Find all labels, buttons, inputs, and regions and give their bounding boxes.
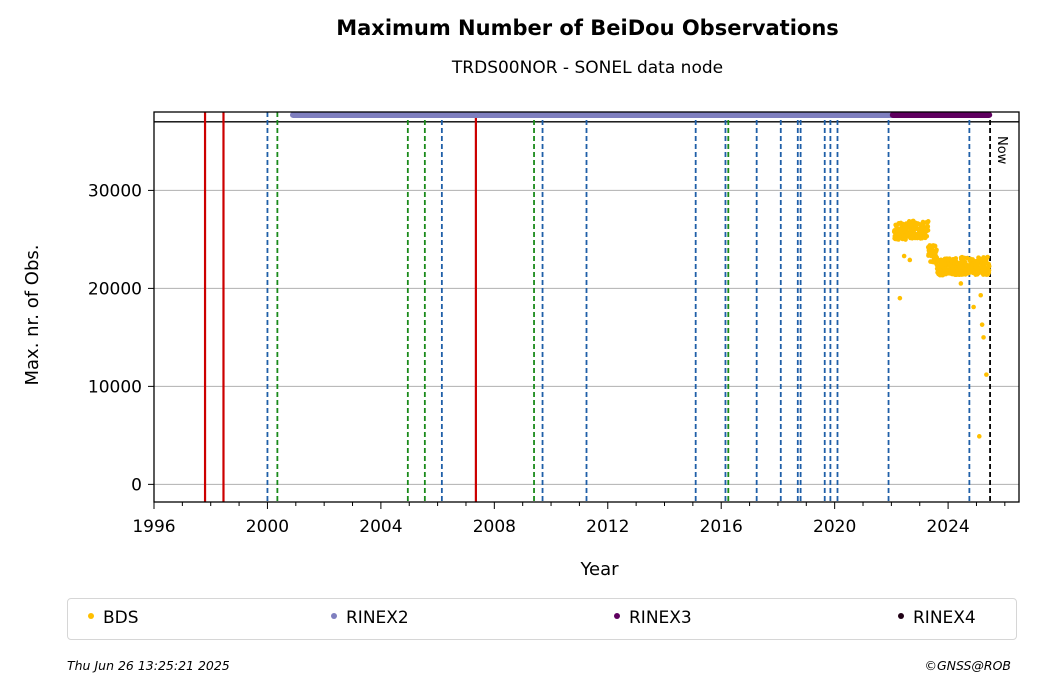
bds-point-473 xyxy=(986,264,992,269)
axes-frame xyxy=(153,111,1020,503)
legend: BDS RINEX2 RINEX3 RINEX4 xyxy=(67,598,1017,640)
legend-marker-rinex4 xyxy=(898,613,904,619)
timestamp: Thu Jun 26 13:25:21 2025 xyxy=(67,658,230,673)
y-tick-label-20000: 20000 xyxy=(88,279,142,299)
bds-outlier-6 xyxy=(979,322,985,327)
bds-outlier-4 xyxy=(971,304,976,310)
legend-label-rinex4: RINEX4 xyxy=(913,608,976,628)
x-tick-label-2012: 2012 xyxy=(586,517,629,537)
copyright: ©GNSS@ROB xyxy=(924,658,1011,673)
legend-item-bds: BDS xyxy=(88,608,139,628)
y-tick-label-0: 0 xyxy=(131,475,142,495)
bds-outlier-7 xyxy=(981,335,986,340)
legend-marker-bds xyxy=(88,613,94,619)
bds-point-169 xyxy=(925,219,931,224)
bds-point-204 xyxy=(932,243,938,249)
x-tick-label-2000: 2000 xyxy=(246,517,289,537)
plot-area xyxy=(154,112,1019,502)
bds-point-162 xyxy=(924,233,930,239)
x-tick-label-2024: 2024 xyxy=(926,517,969,537)
now-label: Now xyxy=(994,136,1009,165)
bds-point-211 xyxy=(934,247,939,253)
bds-outlier-8 xyxy=(984,372,989,377)
legend-item-rinex4: RINEX4 xyxy=(898,608,976,628)
y-tick-label-30000: 30000 xyxy=(88,181,142,201)
bds-outlier-3 xyxy=(958,281,964,286)
bds-outlier-5 xyxy=(978,292,984,298)
bds-outlier-0 xyxy=(897,295,903,301)
x-tick-label-2008: 2008 xyxy=(473,517,516,537)
legend-marker-rinex3 xyxy=(614,613,620,619)
y-tick-label-10000: 10000 xyxy=(88,377,142,397)
bds-outlier-2 xyxy=(907,257,913,263)
chart-title: Maximum Number of BeiDou Observations xyxy=(336,16,839,40)
x-tick-label-2016: 2016 xyxy=(700,517,743,537)
x-tick-label-1996: 1996 xyxy=(132,517,175,537)
bds-point-56 xyxy=(903,237,908,242)
x-tick-label-2020: 2020 xyxy=(813,517,856,537)
chart-subtitle: TRDS00NOR - SONEL data node xyxy=(451,58,724,78)
legend-item-rinex3: RINEX3 xyxy=(614,608,692,628)
legend-item-rinex2: RINEX2 xyxy=(331,608,409,628)
y-axis-label: Max. nr. of Obs. xyxy=(22,244,43,385)
bds-outlier-9 xyxy=(976,434,982,439)
legend-label-bds: BDS xyxy=(103,608,139,628)
legend-marker-rinex2 xyxy=(331,613,337,619)
x-axis-label: Year xyxy=(579,559,619,580)
x-tick-label-2004: 2004 xyxy=(359,517,402,537)
bds-point-472 xyxy=(986,267,992,273)
legend-label-rinex2: RINEX2 xyxy=(346,608,409,628)
bds-outlier-1 xyxy=(901,253,907,259)
bds-point-167 xyxy=(925,224,931,229)
bds-point-168 xyxy=(925,228,931,233)
legend-label-rinex3: RINEX3 xyxy=(629,608,692,628)
bds-point-465 xyxy=(985,254,990,260)
